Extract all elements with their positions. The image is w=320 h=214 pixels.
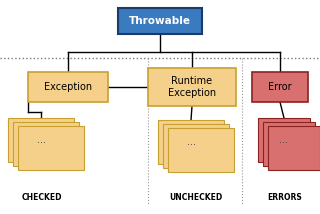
FancyBboxPatch shape <box>28 72 108 102</box>
FancyBboxPatch shape <box>163 124 229 168</box>
FancyBboxPatch shape <box>268 126 320 170</box>
FancyBboxPatch shape <box>258 118 310 162</box>
Text: UNCHECKED: UNCHECKED <box>169 193 223 202</box>
FancyBboxPatch shape <box>158 120 224 164</box>
FancyBboxPatch shape <box>168 128 234 172</box>
Text: CHECKED: CHECKED <box>22 193 62 202</box>
FancyBboxPatch shape <box>13 122 79 166</box>
Text: Error: Error <box>268 82 292 92</box>
FancyBboxPatch shape <box>263 122 315 166</box>
FancyBboxPatch shape <box>18 126 84 170</box>
Text: ...: ... <box>36 135 45 145</box>
FancyBboxPatch shape <box>8 118 74 162</box>
FancyBboxPatch shape <box>118 8 202 34</box>
Text: Runtime
Exception: Runtime Exception <box>168 76 216 98</box>
FancyBboxPatch shape <box>148 68 236 106</box>
Text: ...: ... <box>279 135 289 145</box>
Text: ERRORS: ERRORS <box>268 193 302 202</box>
FancyBboxPatch shape <box>252 72 308 102</box>
Text: ...: ... <box>187 137 196 147</box>
Text: Throwable: Throwable <box>129 16 191 26</box>
Text: Exception: Exception <box>44 82 92 92</box>
